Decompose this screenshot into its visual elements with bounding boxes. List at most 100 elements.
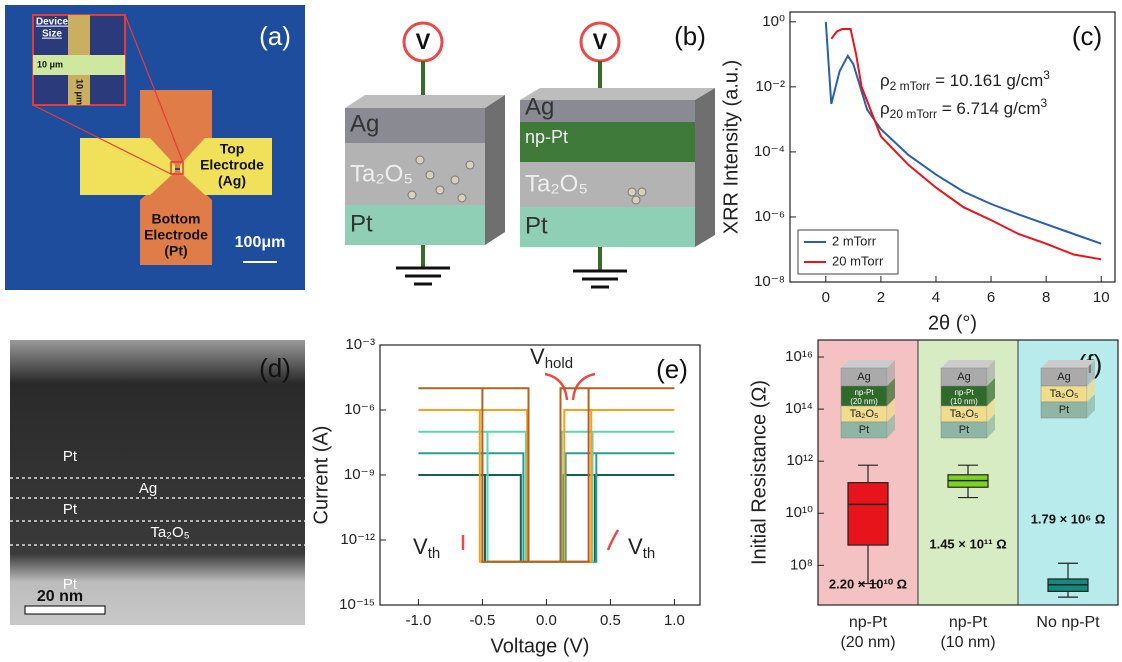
- layer-label: Pt: [350, 210, 373, 237]
- layer-label: Ta₂O₅: [150, 524, 189, 541]
- text-part: = 10.161 g/cm: [930, 71, 1043, 90]
- inset-dimension: 10 μm: [75, 79, 85, 105]
- panel-label: (d): [259, 353, 291, 383]
- x-tick-label: 4: [932, 289, 940, 306]
- inset-label: Pt: [959, 424, 969, 436]
- panel-label: (c): [1072, 21, 1102, 51]
- scale-bar: [25, 606, 105, 614]
- mean-label: 1.79 × 10⁶ Ω: [1031, 511, 1106, 526]
- inset-label: Ag: [957, 371, 970, 383]
- annotation: Vth: [628, 534, 655, 562]
- electrode-label: Top: [220, 141, 245, 157]
- x-tick-label: 8: [1042, 289, 1050, 306]
- x-axis-label: 2θ (°): [928, 312, 977, 334]
- inset-top: [941, 360, 995, 368]
- scale-label: 100μm: [235, 234, 286, 251]
- y-tick-label: 10⁻²: [755, 78, 785, 95]
- inset-label: Ag: [1057, 371, 1070, 383]
- x-tick-label: 0.5: [600, 612, 621, 629]
- stack-side: [485, 95, 505, 245]
- inset-label: Ta₂O₅: [850, 408, 879, 420]
- layer-label: Pt: [63, 501, 78, 518]
- y-tick-label: 10¹⁴: [785, 400, 813, 417]
- text-part: 2 mTorr: [890, 79, 931, 93]
- y-tick-label: 10⁸: [790, 556, 813, 573]
- text-part: = 6.714 g/cm: [937, 99, 1040, 118]
- layer-label: Ta₂O₅: [350, 160, 413, 187]
- stack-side: [695, 88, 715, 247]
- inset-label: Ta₂O₅: [950, 408, 979, 420]
- layer-label: Pt: [525, 212, 548, 239]
- x-tick-label: 1.0: [664, 612, 685, 629]
- text-part: 20 mTorr: [890, 107, 937, 121]
- layer-label: Ag: [350, 110, 379, 137]
- y-tick-label: 10¹⁰: [785, 504, 813, 521]
- annotation: Vhold: [530, 344, 573, 372]
- x-tick-label: np-Pt (10 nm): [918, 613, 1018, 653]
- inset-label: Pt: [1059, 404, 1069, 416]
- y-tick-label: 10⁻¹²: [340, 531, 375, 548]
- inset-top: [1041, 360, 1095, 368]
- layer-label: np-Pt: [525, 127, 568, 147]
- stack-top: [345, 95, 505, 108]
- electrode-label: Electrode: [200, 157, 264, 173]
- y-tick-label: 10⁰: [762, 13, 785, 30]
- figure: (a)DeviceSize10 μm10 μmTopElectrode(Ag)B…: [0, 0, 1122, 662]
- layer-label: Ta₂O₅: [525, 170, 588, 197]
- y-tick-label: 10¹²: [786, 452, 813, 469]
- voltage-label: V: [593, 29, 608, 54]
- x-tick-label: No np-Pt: [1018, 613, 1118, 633]
- inset-label: Pt: [859, 424, 869, 436]
- annotation: ρ2 mTorr = 10.161 g/cm3: [880, 68, 1050, 93]
- annotation: ρ20 mTorr = 6.714 g/cm3: [880, 96, 1048, 121]
- inset-title: Device: [36, 17, 69, 28]
- inset-label: np-Pt: [954, 388, 974, 397]
- inset-dimension: 10 μm: [37, 59, 63, 69]
- text-part: ρ: [880, 71, 890, 90]
- y-tick-label: 10⁻⁶: [754, 208, 785, 225]
- layer-label: Ag: [525, 93, 554, 120]
- inset-title: Size: [42, 29, 62, 40]
- data-line: [826, 22, 1101, 244]
- text-part: V: [628, 534, 643, 559]
- layer-label: Ag: [139, 480, 157, 497]
- scale-label: 20 nm: [37, 588, 83, 605]
- electrode-label: (Pt): [164, 243, 187, 259]
- panel-label: (a): [259, 21, 291, 51]
- voltage-label: V: [416, 29, 431, 54]
- text-part: ρ: [880, 99, 890, 118]
- y-axis-label: XRR Intensity (a.u.): [720, 60, 742, 235]
- ground: [396, 268, 450, 284]
- legend-label: 2 mTorr: [832, 233, 877, 248]
- panel-label: (b): [674, 21, 706, 51]
- annotation: Vth: [413, 534, 440, 562]
- y-axis-label: Current (A): [310, 426, 332, 525]
- box: [848, 483, 888, 545]
- text-part: th: [643, 545, 656, 562]
- x-tick-label: 0: [822, 289, 830, 306]
- inset-label: np-Pt: [854, 388, 874, 397]
- text-part: V: [413, 534, 428, 559]
- panel-label: (e): [656, 354, 688, 384]
- x-tick-label: np-Pt (20 nm): [818, 613, 918, 653]
- layer-label: Pt: [63, 448, 78, 465]
- text-part: th: [428, 545, 441, 562]
- mean-label: 2.20 × 10¹⁰ Ω: [829, 576, 907, 591]
- text-part: 3: [1043, 68, 1050, 82]
- inset-label: (20 nm): [850, 397, 878, 406]
- x-tick-label: -0.5: [469, 612, 495, 629]
- electrode-label: Bottom: [152, 211, 201, 227]
- inset-top: [841, 360, 895, 368]
- mean-label: 1.45 × 10¹¹ Ω: [929, 536, 1006, 551]
- electrode-label: Electrode: [144, 227, 208, 243]
- x-tick-label: 10: [1093, 289, 1110, 306]
- text-part: 3: [1041, 96, 1048, 110]
- inset-label: Ta₂O₅: [1050, 388, 1079, 400]
- inset-label: Ag: [857, 371, 870, 383]
- x-tick-label: 2: [877, 289, 885, 306]
- y-axis-label: Initial Resistance (Ω): [748, 380, 770, 565]
- text-part: hold: [545, 355, 573, 372]
- y-tick-label: 10⁻¹⁵: [339, 596, 375, 613]
- x-tick-label: 0.0: [536, 612, 557, 629]
- figure-canvas: (a)DeviceSize10 μm10 μmTopElectrode(Ag)B…: [0, 0, 1122, 662]
